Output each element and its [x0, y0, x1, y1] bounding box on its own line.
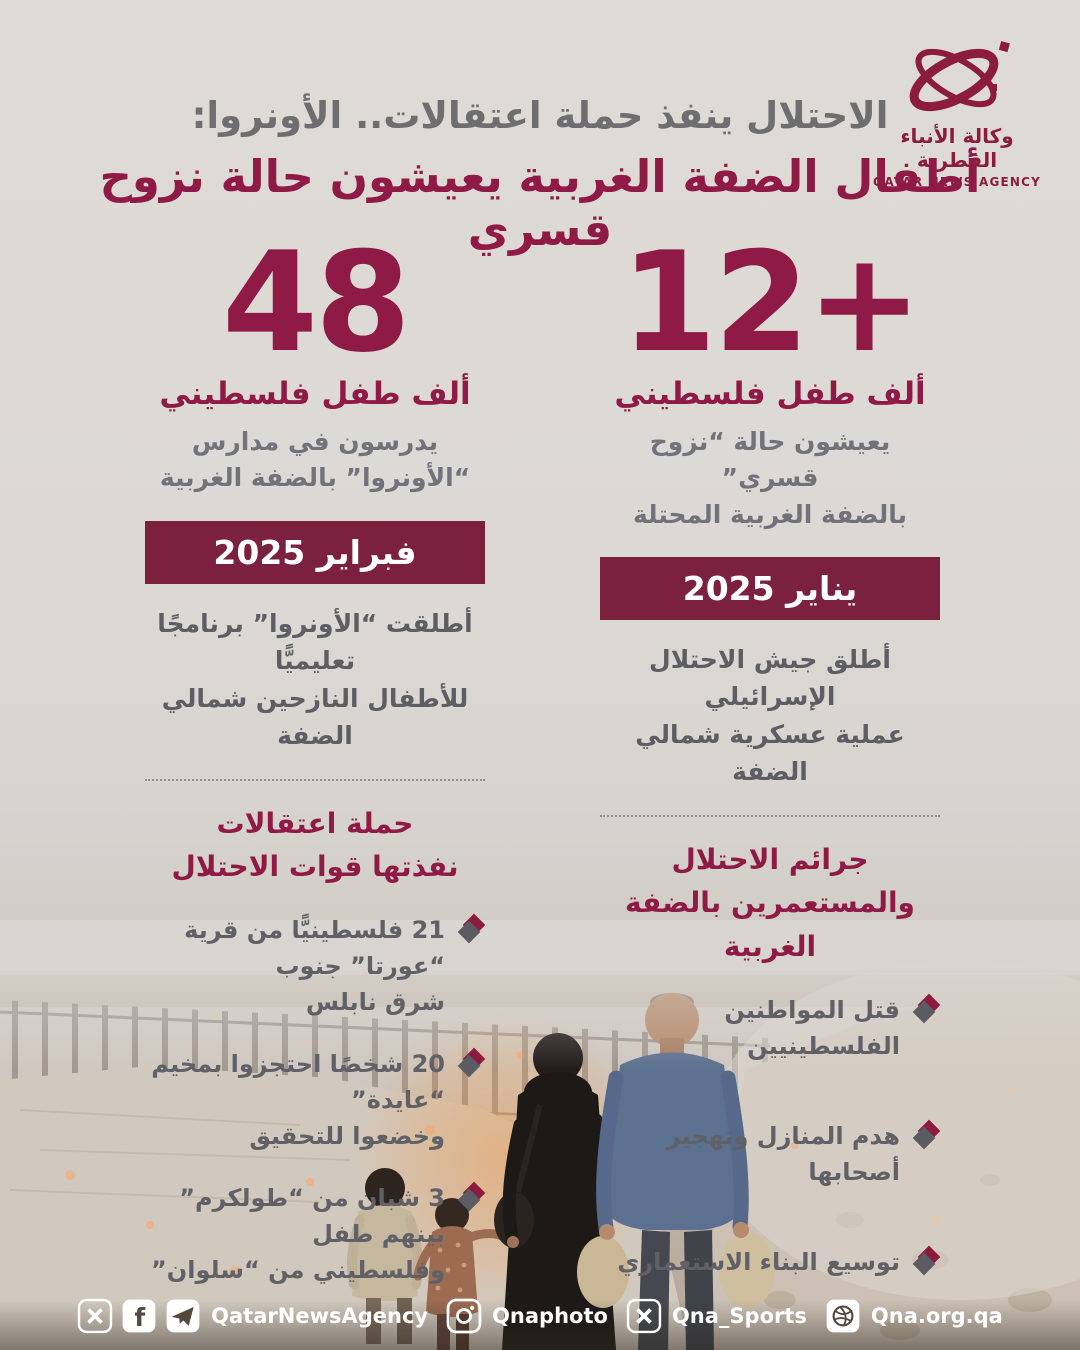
list-item: قتل المواطنين الفلسطينيين	[600, 992, 941, 1064]
dotted-divider	[145, 778, 485, 781]
social-handle: QatarNewsAgency	[211, 1304, 429, 1328]
facebook-icon: f	[122, 1299, 156, 1333]
banner-description: أطلقت “الأونروا” برنامجًا تعليميًّا للأط…	[157, 608, 473, 751]
list-item-text: 20 شخصًا احتجزوا بمخيم “عايدة” وخضعوا لل…	[151, 1050, 445, 1151]
list-item-text: 21 فلسطينيًّا من قرية “عورتا” جنوب شرق ن…	[184, 916, 445, 1017]
banner-description: أطلق جيش الاحتلال الإسرائيلي عملية عسكري…	[635, 644, 905, 787]
displacement-photo-illustration	[0, 920, 1080, 1350]
headline-block: الاحتلال ينفذ حملة اعتقالات.. الأونروا: …	[50, 94, 1030, 256]
list-item: 21 فلسطينيًّا من قرية “عورتا” جنوب شرق ن…	[145, 912, 486, 1020]
qna-logo-english-name: QATAR NEWS AGENCY	[872, 175, 1042, 189]
column-february: 48 ألف طفل فلسطيني يدرسون في مدارس “الأو…	[145, 222, 486, 1334]
walking-family-silhouette	[347, 993, 775, 1350]
stat-description: يعيشون حالة “نزوح قسري” بالضفة الغربية ا…	[632, 427, 908, 529]
social-handle: Qna_Sports	[671, 1304, 807, 1328]
social-group-sports: Qna_Sports	[626, 1298, 807, 1334]
stat-unit: ألف طفل فلسطيني	[159, 376, 471, 412]
diamond-bullet-icon	[457, 1181, 486, 1212]
svg-text:f: f	[135, 1303, 146, 1332]
stat-description: يدرسون في مدارس “الأونروا” بالضفة الغربي…	[159, 427, 471, 493]
list-item-text: هدم المنازل وتهجير أصحابها	[666, 1121, 900, 1186]
month-banner-february: فبراير 2025	[145, 520, 485, 584]
qna-logo: وكالة الأنباء القطرية QATAR NEWS AGENCY	[868, 38, 1046, 189]
headline-kicker: الاحتلال ينفذ حملة اعتقالات.. الأونروا:	[191, 94, 889, 137]
social-group-main: f QatarNewsAgency	[77, 1298, 428, 1334]
fog-fade	[0, 920, 1080, 1070]
diamond-bullet-icon	[457, 1047, 486, 1078]
social-bar: f QatarNewsAgency Qnaphoto Qna_Sports	[0, 1298, 1080, 1334]
stat-number-students: 48	[221, 222, 411, 383]
stat-columns: 12+ ألف طفل فلسطيني يعيشون حالة “نزوح قس…	[140, 222, 941, 1334]
qna-logo-arabic-name: وكالة الأنباء القطرية	[900, 124, 1014, 172]
globe-icon	[826, 1299, 860, 1333]
list-item-text: توسيع البناء الاستعماري	[617, 1247, 900, 1276]
stat-number-displaced: 12+	[620, 222, 923, 383]
list-item: 3 شبان من “طولكرم” بينهم طفل وفلسطيني من…	[145, 1180, 486, 1288]
dotted-divider	[600, 814, 940, 817]
diamond-bullet-icon	[912, 993, 941, 1024]
instagram-icon	[446, 1298, 482, 1334]
diamond-bullet-icon	[912, 1245, 941, 1276]
stat-unit: ألف طفل فلسطيني	[614, 376, 926, 412]
diamond-bullet-icon	[912, 1119, 941, 1150]
social-icon-row: f	[77, 1298, 201, 1334]
list-item: هدم المنازل وتهجير أصحابها	[600, 1118, 941, 1190]
list-item-text: قتل المواطنين الفلسطينيين	[724, 995, 900, 1060]
social-handle: Qnaphoto	[492, 1304, 608, 1328]
social-handle: Qna.org.qa	[870, 1304, 1003, 1328]
list-item: توسيع البناء الاستعماري	[600, 1244, 941, 1280]
social-group-instagram: Qnaphoto	[446, 1298, 608, 1334]
photo-scene	[0, 920, 1080, 1350]
page-title: أطفال الضفة الغربية يعيشون حالة نزوح قسر…	[99, 150, 981, 256]
month-banner-january: يناير 2025	[600, 556, 940, 620]
column-january: 12+ ألف طفل فلسطيني يعيشون حالة “نزوح قس…	[600, 222, 941, 1334]
section-title-arrests: حملة اعتقالات نفذتها قوات الاحتلال	[171, 806, 459, 883]
diamond-bullet-icon	[457, 913, 486, 944]
list-item-text: 3 شبان من “طولكرم” بينهم طفل وفلسطيني من…	[151, 1184, 445, 1285]
qna-logo-icon	[909, 41, 1010, 112]
telegram-icon	[166, 1299, 200, 1333]
list-item: 20 شخصًا احتجزوا بمخيم “عايدة” وخضعوا لل…	[145, 1046, 486, 1154]
arrests-list: 21 فلسطينيًّا من قرية “عورتا” جنوب شرق ن…	[145, 912, 486, 1288]
section-title-crimes: جرائم الاحتلال والمستعمرين بالضفة الغربي…	[625, 842, 915, 963]
x-icon	[626, 1298, 662, 1334]
crimes-list: قتل المواطنين الفلسطينيين هدم المنازل وت…	[600, 992, 941, 1280]
social-group-website: Qna.org.qa	[825, 1298, 1003, 1334]
x-icon	[77, 1298, 113, 1334]
